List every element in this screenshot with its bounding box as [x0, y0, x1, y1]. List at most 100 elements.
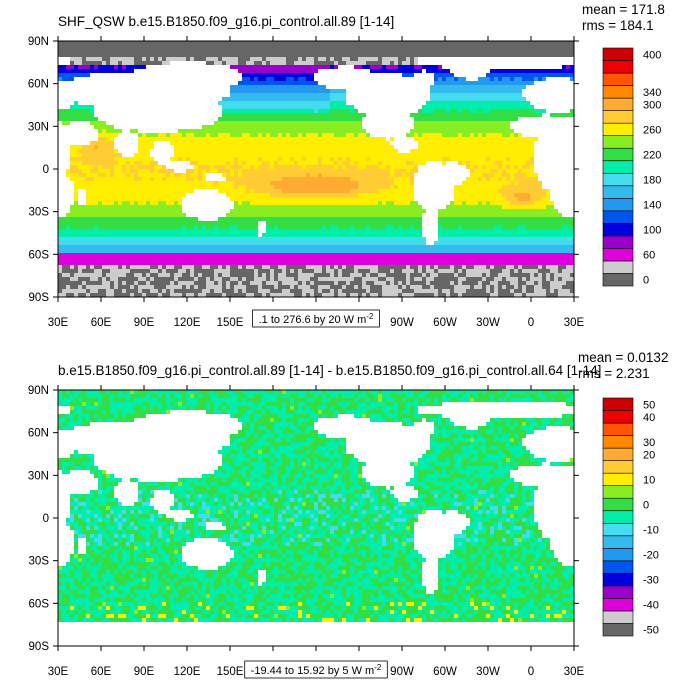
map-cell — [558, 61, 563, 66]
map-cell — [278, 161, 283, 166]
map-cell — [426, 185, 431, 190]
map-cell — [134, 61, 139, 66]
map-cell — [550, 117, 555, 122]
map-cell — [206, 101, 211, 106]
map-cell — [94, 53, 99, 58]
map-cell — [390, 117, 395, 122]
map-cell — [78, 169, 83, 174]
map-cell — [94, 129, 99, 134]
map-cell — [570, 181, 575, 186]
map-cell — [422, 117, 427, 122]
map-cell — [298, 53, 303, 58]
map-cell — [290, 77, 295, 82]
map-cell — [330, 89, 335, 94]
map-cell — [490, 133, 495, 138]
map-cell — [390, 57, 395, 62]
map-cell — [394, 153, 399, 158]
map-cell — [330, 121, 335, 126]
map-cell — [70, 117, 75, 122]
map-cell — [62, 149, 67, 154]
map-cell — [374, 81, 379, 86]
map-cell — [306, 177, 311, 182]
map-cell — [174, 85, 179, 90]
map-cell — [234, 149, 239, 154]
map-cell — [210, 105, 215, 110]
map-cell — [314, 145, 319, 150]
map-cell — [398, 133, 403, 138]
map-cell — [314, 93, 319, 98]
map-cell — [506, 49, 511, 54]
map-cell — [562, 93, 567, 98]
map-cell — [214, 153, 219, 158]
map-cell — [546, 85, 551, 90]
map-cell — [550, 81, 555, 86]
map-cell — [358, 85, 363, 90]
map-cell — [562, 65, 567, 70]
map-cell — [518, 53, 523, 58]
map-cell — [166, 145, 171, 150]
map-cell — [430, 177, 435, 182]
map-cell — [106, 129, 111, 134]
map-cell — [562, 45, 567, 50]
map-cell — [94, 41, 99, 46]
map-cell — [254, 97, 259, 102]
map-cell — [242, 57, 247, 62]
map-cell — [410, 53, 415, 58]
map-cell — [110, 181, 115, 186]
map-cell — [94, 73, 99, 78]
map-cell — [434, 185, 439, 190]
map-cell — [458, 117, 463, 122]
map-cell — [98, 137, 103, 142]
map-cell — [502, 117, 507, 122]
map-cell — [126, 149, 131, 154]
map-cell — [506, 189, 511, 194]
map-cell — [126, 117, 131, 122]
map-cell — [290, 169, 295, 174]
map-cell — [426, 157, 431, 162]
mean-stat: mean = 171.8 — [582, 2, 665, 17]
map-cell — [522, 173, 527, 178]
map-cell — [510, 61, 515, 66]
map-cell — [530, 157, 535, 162]
map-cell — [354, 77, 359, 82]
map-cell — [138, 165, 143, 170]
map-cell — [498, 109, 503, 114]
map-cell — [310, 181, 315, 186]
map-cell — [370, 121, 375, 126]
map-cell — [186, 93, 191, 98]
map-cell — [386, 169, 391, 174]
map-cell — [558, 173, 563, 178]
map-cell — [562, 121, 567, 126]
map-cell — [118, 49, 123, 54]
map-cell — [498, 61, 503, 66]
map-cell — [146, 133, 151, 138]
map-cell — [258, 93, 263, 98]
map-cell — [286, 141, 291, 146]
map-cell — [294, 165, 299, 170]
map-cell — [182, 93, 187, 98]
map-cell — [470, 89, 475, 94]
map-cell — [190, 153, 195, 158]
map-cell — [462, 153, 467, 158]
map-cell — [134, 133, 139, 138]
map-cell — [554, 49, 559, 54]
map-cell — [542, 93, 547, 98]
map-cell — [350, 185, 355, 190]
map-cell — [390, 97, 395, 102]
map-cell — [518, 161, 523, 166]
map-cell — [82, 77, 87, 82]
map-cell — [146, 101, 151, 106]
map-cell — [282, 57, 287, 62]
map-cell — [94, 117, 99, 122]
map-cell — [562, 177, 567, 182]
map-cell — [534, 117, 539, 122]
map-cell — [286, 189, 291, 194]
map-cell — [414, 81, 419, 86]
map-cell — [422, 169, 427, 174]
map-cell — [142, 105, 147, 110]
map-cell — [374, 133, 379, 138]
map-cell — [278, 73, 283, 78]
map-cell — [250, 49, 255, 54]
map-cell — [270, 105, 275, 110]
map-cell — [434, 133, 439, 138]
